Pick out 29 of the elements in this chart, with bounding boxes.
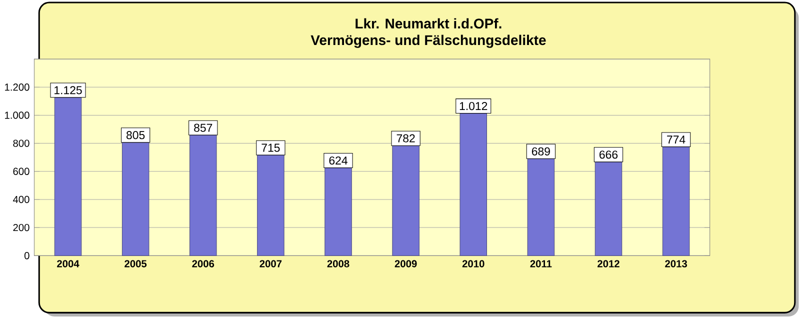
data-label: 1.125 bbox=[54, 86, 82, 94]
data-label: 1.012 bbox=[460, 102, 488, 110]
y-tick-label: 200 bbox=[13, 224, 30, 232]
y-tick-label: 1.000 bbox=[5, 112, 30, 119]
chart-title: Lkr. Neumarkt i.d.OPf. bbox=[356, 18, 502, 29]
data-label: 805 bbox=[126, 131, 145, 140]
x-tick-label: 2008 bbox=[327, 260, 350, 268]
x-tick-label: 2007 bbox=[260, 260, 282, 268]
data-label: 857 bbox=[194, 124, 212, 132]
data-label: 774 bbox=[667, 136, 686, 144]
x-tick-label: 2005 bbox=[124, 260, 147, 268]
x-tick-label: 2010 bbox=[462, 260, 484, 268]
chart-subtitle: Vermögens- und Fälschungsdelikte bbox=[310, 34, 546, 48]
x-tick-label: 2011 bbox=[530, 260, 552, 268]
x-tick-label: 2012 bbox=[598, 260, 620, 268]
y-tick-label: 800 bbox=[13, 140, 30, 148]
data-label: 782 bbox=[396, 134, 415, 143]
y-tick-label: 1.200 bbox=[5, 84, 30, 91]
x-tick-label: 2006 bbox=[192, 260, 214, 268]
data-label: 689 bbox=[532, 147, 550, 156]
y-tick-label: 0 bbox=[24, 252, 30, 260]
y-tick-label: 600 bbox=[13, 168, 30, 176]
data-label: 666 bbox=[600, 150, 618, 159]
data-label: 624 bbox=[329, 156, 348, 165]
x-tick-label: 2013 bbox=[665, 260, 688, 268]
y-tick-label: 400 bbox=[12, 196, 30, 204]
x-tick-label: 2004 bbox=[57, 260, 80, 268]
data-label: 715 bbox=[262, 144, 280, 152]
x-tick-label: 2009 bbox=[394, 260, 417, 268]
